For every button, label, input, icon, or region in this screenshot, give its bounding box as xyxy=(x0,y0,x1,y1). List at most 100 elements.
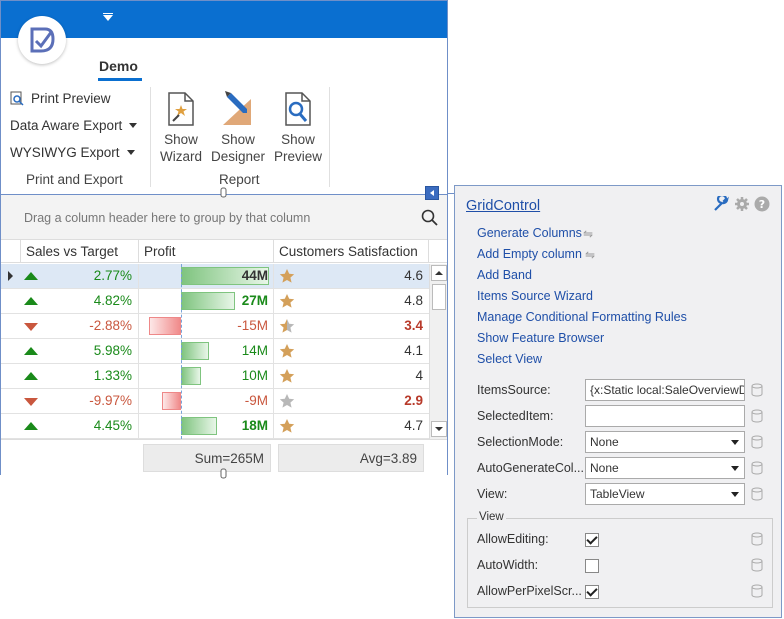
title-bar xyxy=(1,1,447,38)
property-select[interactable]: TableView xyxy=(585,483,745,505)
print-preview-icon xyxy=(10,91,24,106)
profit-cell[interactable]: 27M xyxy=(139,289,274,313)
column-header-satisfaction[interactable]: Customers Satisfaction xyxy=(274,240,429,263)
devexpress-logo-icon xyxy=(30,27,55,53)
table-row[interactable]: 1.33% 10M 4 xyxy=(1,364,429,389)
column-header-sales[interactable]: Sales vs Target xyxy=(21,240,139,263)
profit-cell[interactable]: 14M xyxy=(139,339,274,363)
show-preview-button[interactable]: Show Preview xyxy=(270,91,326,165)
gear-icon[interactable] xyxy=(734,196,750,212)
profit-cell[interactable]: 10M xyxy=(139,364,274,388)
table-row[interactable]: 4.45% 18M 4.7 xyxy=(1,414,429,439)
table-row[interactable]: 2.77% 44M 4.6 xyxy=(1,264,429,289)
smart-tag-button[interactable] xyxy=(425,186,439,200)
action-link[interactable]: Add Empty column xyxy=(477,247,582,261)
sales-vs-target-cell[interactable]: -2.88% xyxy=(21,314,139,338)
arrow-up-icon xyxy=(24,347,38,355)
satisfaction-cell[interactable]: 4.7 xyxy=(274,414,429,438)
scroll-up-button[interactable] xyxy=(431,265,447,281)
view-property-label: AutoWidth: xyxy=(477,558,539,572)
panel-title[interactable]: GridControl xyxy=(466,198,541,214)
profit-databar xyxy=(161,392,181,410)
sales-vs-target-cell[interactable]: 1.33% xyxy=(21,364,139,388)
sales-vs-target-value: 1.33% xyxy=(93,368,132,383)
profit-sum-summary[interactable]: Sum=265M xyxy=(143,444,271,472)
tab-demo[interactable]: Demo xyxy=(99,58,138,74)
property-input[interactable] xyxy=(585,405,745,427)
group-panel[interactable]: Drag a column header here to group by th… xyxy=(1,194,447,239)
satisfaction-cell[interactable]: 2.9 xyxy=(274,389,429,413)
scroll-down-button[interactable] xyxy=(431,421,447,437)
profit-cell[interactable]: 44M xyxy=(139,264,274,288)
help-icon[interactable]: ? xyxy=(754,196,770,212)
arrow-down-icon xyxy=(24,398,38,406)
database-binding-icon[interactable] xyxy=(751,558,763,572)
database-binding-icon[interactable] xyxy=(751,409,763,423)
print-preview-button[interactable]: Print Preview xyxy=(10,91,111,106)
property-select[interactable]: None xyxy=(585,457,745,479)
satisfaction-avg-summary[interactable]: Avg=3.89 xyxy=(278,444,424,472)
profit-axis-line xyxy=(181,264,182,439)
column-header-profit[interactable]: Profit xyxy=(139,240,274,263)
database-binding-icon[interactable] xyxy=(751,532,763,546)
satisfaction-cell[interactable]: 4 xyxy=(274,364,429,388)
sales-vs-target-cell[interactable]: 2.77% xyxy=(21,264,139,288)
app-logo[interactable] xyxy=(18,16,66,64)
property-checkbox[interactable] xyxy=(585,559,599,573)
scroll-thumb[interactable] xyxy=(432,284,446,310)
property-select[interactable]: None xyxy=(585,431,745,453)
satisfaction-value: 4.1 xyxy=(404,343,423,358)
view-group-box xyxy=(467,518,773,608)
table-row[interactable]: -9.97% -9M 2.9 xyxy=(1,389,429,414)
profit-cell[interactable]: -9M xyxy=(139,389,274,413)
sales-vs-target-cell[interactable]: -9.97% xyxy=(21,389,139,413)
table-row[interactable]: 5.98% 14M 4.1 xyxy=(1,339,429,364)
database-binding-icon[interactable] xyxy=(751,435,763,449)
satisfaction-cell[interactable]: 3.4 xyxy=(274,314,429,338)
profit-cell[interactable]: -15M xyxy=(139,314,274,338)
search-icon[interactable] xyxy=(421,209,439,227)
sales-vs-target-cell[interactable]: 5.98% xyxy=(21,339,139,363)
vertical-scrollbar[interactable] xyxy=(429,264,447,439)
property-input[interactable]: {x:Static local:SaleOverviewDa xyxy=(585,379,745,401)
data-aware-export-button[interactable]: Data Aware Export xyxy=(10,118,138,133)
table-row[interactable]: 4.82% 27M 4.8 xyxy=(1,289,429,314)
resize-handle-top-icon[interactable] xyxy=(220,187,228,199)
action-link[interactable]: Manage Conditional Formatting Rules xyxy=(477,310,687,324)
sales-vs-target-value: -2.88% xyxy=(89,318,132,333)
satisfaction-cell[interactable]: 4.1 xyxy=(274,339,429,363)
action-link[interactable]: Select View xyxy=(477,352,543,366)
table-row[interactable]: -2.88% -15M 3.4 xyxy=(1,314,429,339)
satisfaction-cell[interactable]: 4.8 xyxy=(274,289,429,313)
action-link[interactable]: Items Source Wizard xyxy=(477,289,594,303)
satisfaction-value: 4.8 xyxy=(404,293,423,308)
chevron-down-icon xyxy=(731,492,739,497)
action-link[interactable]: Generate Columns xyxy=(477,226,582,240)
database-binding-icon[interactable] xyxy=(751,584,763,598)
sales-vs-target-cell[interactable]: 4.82% xyxy=(21,289,139,313)
show-designer-button[interactable]: Show Designer xyxy=(210,91,266,165)
chevron-up-icon xyxy=(435,271,443,275)
wysiwyg-export-button[interactable]: WYSIWYG Export xyxy=(10,145,135,160)
report-group-label: Report xyxy=(219,172,260,187)
sales-vs-target-cell[interactable]: 4.45% xyxy=(21,414,139,438)
database-binding-icon[interactable] xyxy=(751,383,763,397)
property-checkbox[interactable] xyxy=(585,533,599,547)
database-binding-icon[interactable] xyxy=(751,461,763,475)
sales-vs-target-value: 4.82% xyxy=(93,293,132,308)
action-link[interactable]: Add Band xyxy=(477,268,532,282)
ribbon-body: Print Preview Data Aware Export WYSIWYG … xyxy=(1,83,447,193)
property-checkbox[interactable] xyxy=(585,585,599,599)
resize-handle-bottom-icon[interactable] xyxy=(220,468,228,480)
profit-cell[interactable]: 18M xyxy=(139,414,274,438)
show-designer-line2: Designer xyxy=(210,149,266,164)
action-link[interactable]: Show Feature Browser xyxy=(477,331,605,345)
satisfaction-value: 3.4 xyxy=(404,318,423,333)
satisfaction-cell[interactable]: 4.6 xyxy=(274,264,429,288)
quick-access-dropdown-icon[interactable] xyxy=(103,15,113,21)
wysiwyg-export-label: WYSIWYG Export xyxy=(10,145,120,160)
wrench-icon[interactable] xyxy=(713,196,729,212)
grid-control[interactable]: Drag a column header here to group by th… xyxy=(1,194,447,475)
database-binding-icon[interactable] xyxy=(751,487,763,501)
show-wizard-button[interactable]: Show Wizard xyxy=(153,91,209,165)
